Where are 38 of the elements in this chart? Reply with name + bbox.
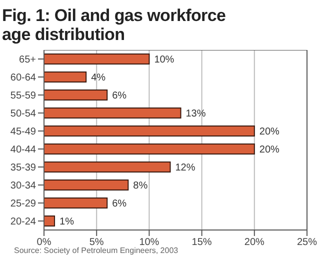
y-tick-label: 25-29 [10,198,36,210]
y-tick-label: 40-44 [10,144,36,156]
y-tick-label: 65+ [19,54,36,66]
y-tick-label: 35-39 [10,162,36,174]
x-tick-label: 25% [296,237,318,248]
bar [44,126,255,136]
chart-title: Fig. 1: Oil and gas workforce age distribution [2,6,227,44]
y-tick-label: 30-34 [10,180,36,192]
data-label: 6% [112,90,127,102]
data-label: 1% [60,216,74,228]
x-tick-label: 5% [89,237,104,248]
y-tick-label: 60-64 [10,72,36,84]
x-tick-label: 0% [36,237,52,248]
bar [44,108,182,118]
bar [44,144,255,154]
x-tick-label: 20% [244,237,265,248]
bar [44,90,108,100]
data-label: 8% [133,180,148,192]
bar [44,72,87,82]
y-tick-label: 45-49 [10,126,36,138]
data-label: 4% [91,72,106,84]
bar [44,198,108,208]
data-label: 20% [259,126,280,138]
x-tick-label: 15% [192,237,212,248]
bar [44,216,56,226]
bar [44,54,150,64]
bar [44,180,129,190]
source-note: Source: Society of Petroleum Engineers, 2003 [14,246,178,255]
data-label: 10% [154,54,174,66]
bar [44,162,171,172]
data-label: 13% [186,108,206,120]
data-label: 12% [175,162,196,174]
y-tick-label: 20-24 [10,216,36,228]
y-tick-label: 55-59 [10,90,36,102]
y-tick-label: 50-54 [10,108,36,120]
data-label: 6% [112,198,127,210]
x-tick-label: 10% [139,237,160,248]
data-label: 20% [259,144,280,156]
